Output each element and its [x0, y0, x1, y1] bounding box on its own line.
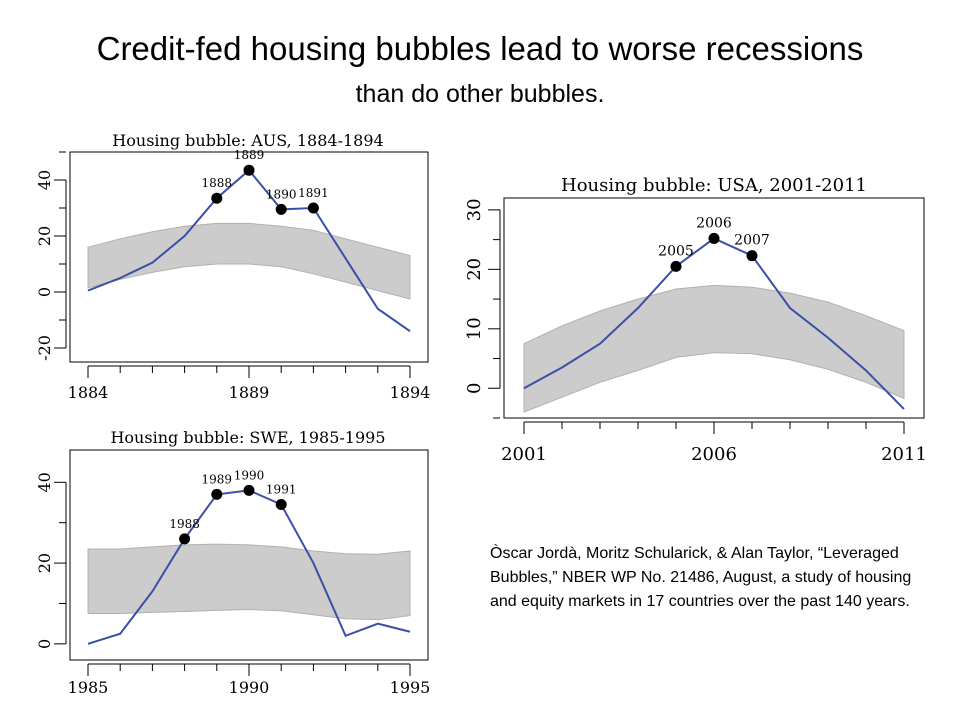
x-tick-label: 1894 — [390, 383, 431, 402]
peak-marker — [275, 499, 287, 511]
y-tick-label: 30 — [464, 198, 485, 221]
marker-label: 2007 — [734, 233, 770, 249]
chart-title-aus: Housing bubble: AUS, 1884-1894 — [112, 131, 383, 150]
slide-title: Credit-fed housing bubbles lead to worse… — [96, 30, 864, 67]
y-tick-label: 40 — [35, 170, 54, 190]
marker-label: 1990 — [234, 468, 265, 482]
x-tick-label: 2001 — [501, 444, 547, 465]
plot-frame — [69, 151, 429, 363]
confidence-band — [87, 222, 411, 300]
peak-marker — [211, 488, 223, 500]
chart-title-usa: Housing bubble: USA, 2001-2011 — [561, 175, 867, 196]
peak-marker — [179, 533, 191, 545]
peak-marker — [307, 202, 319, 214]
confidence-band — [523, 284, 905, 413]
slide-subtitle: than do other bubbles. — [355, 80, 605, 108]
plot-frame — [69, 449, 429, 661]
marker-label: 1890 — [266, 187, 297, 201]
marker-label: 1888 — [202, 176, 233, 190]
y-tick-label: 20 — [464, 258, 485, 281]
marker-label: 1889 — [234, 148, 265, 162]
confidence-band — [87, 543, 411, 621]
peak-marker — [746, 250, 758, 262]
y-tick-label: 10 — [464, 317, 485, 340]
x-tick-label: 1995 — [390, 678, 431, 697]
peak-marker — [243, 164, 255, 176]
peak-marker — [670, 260, 682, 272]
y-tick-label: 20 — [35, 553, 54, 573]
marker-label: 1891 — [298, 186, 329, 200]
marker-label: 1988 — [169, 517, 200, 531]
x-tick-label: 1985 — [68, 678, 109, 697]
chart-title-swe: Housing bubble: SWE, 1985-1995 — [110, 428, 385, 447]
x-tick-label: 1990 — [229, 678, 270, 697]
y-tick-label: 0 — [35, 639, 54, 649]
citation-text: Òscar Jordà, Moritz Schularick, & Alan T… — [490, 545, 912, 610]
x-tick-label: 2011 — [881, 444, 927, 465]
y-tick-label: -20 — [35, 335, 54, 361]
y-tick-label: 20 — [35, 226, 54, 246]
peak-marker — [275, 203, 287, 215]
peak-marker — [708, 232, 720, 244]
y-tick-label: 40 — [35, 472, 54, 492]
y-tick-label: 0 — [35, 287, 54, 297]
plot-frame — [503, 197, 925, 419]
peak-marker — [243, 484, 255, 496]
marker-label: 2005 — [658, 243, 694, 259]
x-tick-label: 1889 — [229, 383, 270, 402]
marker-label: 1991 — [266, 483, 297, 497]
x-tick-label: 2006 — [691, 444, 737, 465]
x-tick-label: 1884 — [68, 383, 109, 402]
peak-marker — [211, 192, 223, 204]
y-tick-label: 0 — [464, 383, 485, 394]
marker-label: 2006 — [696, 215, 732, 231]
marker-label: 1989 — [202, 472, 233, 486]
